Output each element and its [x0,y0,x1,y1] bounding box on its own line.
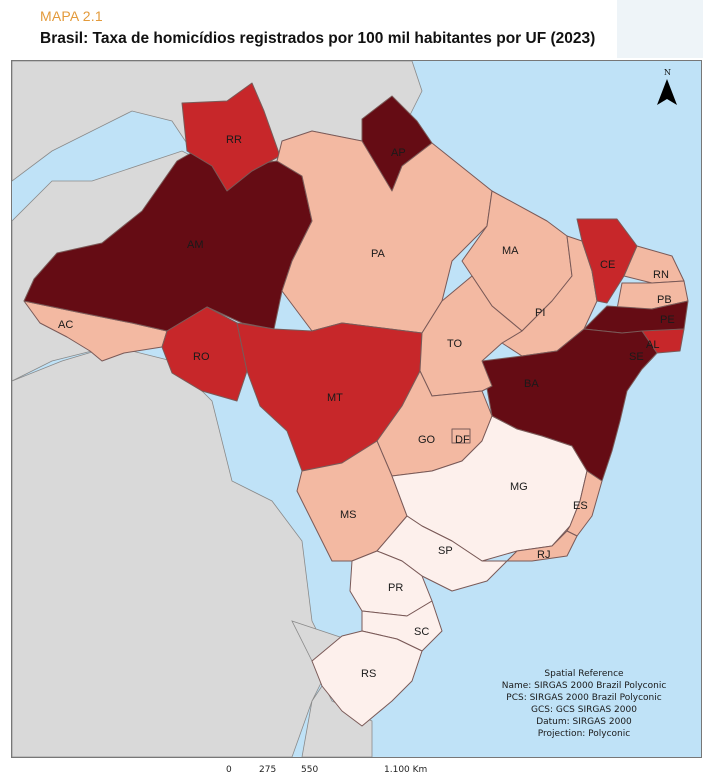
label-MS: MS [340,509,357,521]
map-title: Brasil: Taxa de homicídios registrados p… [40,30,596,47]
brazil-states [23,82,689,727]
scale-tick-0: 0 [226,765,232,775]
label-RJ: RJ [537,549,550,561]
state-TO [419,275,523,397]
label-MG: MG [510,481,528,493]
spatial-ref-datum: Datum: SIRGAS 2000 [536,717,632,727]
label-RN: RN [653,269,669,281]
label-RS: RS [361,668,376,680]
label-CE: CE [600,259,615,271]
label-PB: PB [657,294,672,306]
label-RR: RR [226,134,242,146]
map-frame: AC AM RR AP PA MA PI CE RN PB PE AL SE B… [11,60,702,758]
state-RJ [506,530,578,562]
label-PE: PE [660,314,675,326]
brazil-map: AC AM RR AP PA MA PI CE RN PB PE AL SE B… [12,61,689,757]
north-label: N [664,68,671,77]
state-labels: AC AM RR AP PA MA PI CE RN PB PE AL SE B… [58,134,675,680]
spatial-ref-projection: Projection: Polyconic [538,729,630,739]
spatial-ref-pcs: PCS: SIRGAS 2000 Brazil Polyconic [506,693,661,703]
label-RO: RO [193,351,210,363]
north-arrow-icon [657,79,677,105]
label-DF: DF [455,434,470,446]
label-SP: SP [438,545,453,557]
label-AP: AP [391,147,406,159]
label-MT: MT [327,392,343,404]
spatial-ref-name: Name: SIRGAS 2000 Brazil Polyconic [502,681,667,691]
label-PA: PA [371,248,386,260]
label-TO: TO [447,338,463,350]
map-kicker: MAPA 2.1 [40,8,103,24]
spatial-ref-heading: Spatial Reference [544,669,624,679]
label-ES: ES [573,500,588,512]
state-RR [181,82,281,192]
label-PI: PI [535,307,545,319]
state-PA [276,130,493,334]
label-SE: SE [629,351,644,363]
scale-bar: 0 275 550 1.100 Km [0,763,703,775]
state-RS [311,630,423,727]
state-DF [451,428,471,444]
label-GO: GO [418,434,436,446]
label-PR: PR [388,582,403,594]
label-SC: SC [414,626,429,638]
label-BA: BA [524,378,539,390]
label-AM: AM [187,239,204,251]
scale-tick-1100: 1.100 Km [384,765,428,775]
scale-tick-275: 275 [259,765,277,775]
north-arrow: N [657,68,677,105]
state-CE [576,218,638,304]
spatial-ref-gcs: GCS: GCS SIRGAS 2000 [531,705,637,715]
label-MA: MA [502,245,519,257]
scale-tick-550: 550 [301,765,319,775]
label-AC: AC [58,319,73,331]
corner-decoration [617,0,703,58]
state-RO [161,306,248,402]
spatial-reference: Spatial Reference Name: SIRGAS 2000 Braz… [502,669,667,739]
label-AL: AL [646,339,659,351]
